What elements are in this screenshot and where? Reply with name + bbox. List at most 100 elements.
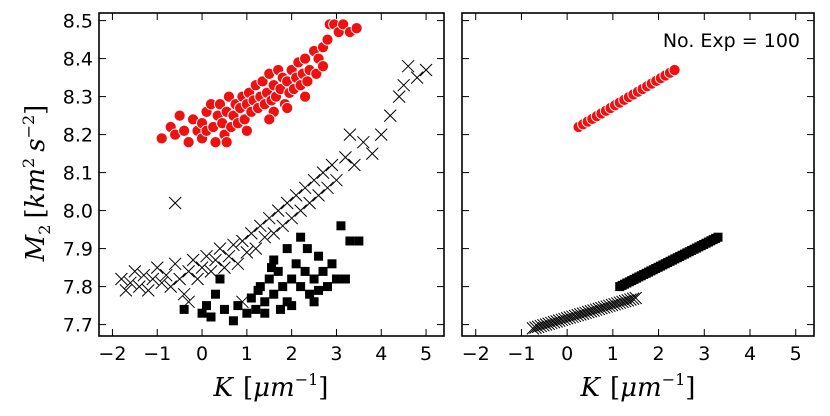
data-point-square (233, 301, 243, 311)
data-point-cross (613, 296, 627, 310)
data-point-cross (186, 253, 200, 267)
x-tick-label: 1 (607, 343, 619, 365)
y-tick-label: 7.9 (63, 239, 93, 261)
data-point-cross (558, 312, 571, 326)
data-point-cross (356, 135, 370, 149)
data-point-cross (231, 257, 245, 271)
data-point-cross (303, 196, 316, 210)
right-plot-frame (461, 12, 815, 337)
data-point-cross (624, 293, 637, 306)
data-point-cross (587, 304, 600, 317)
data-point-cross (298, 181, 312, 195)
y-tick-label: 7.7 (63, 315, 93, 337)
data-point-cross (365, 147, 379, 160)
data-point-cross (244, 227, 258, 240)
data-point-cross (629, 291, 643, 305)
x-tick-label: 3 (330, 343, 342, 365)
data-point-cross (552, 314, 566, 327)
data-point-cross (568, 309, 582, 323)
data-point-circle (316, 60, 330, 73)
data-point-cross (119, 284, 133, 297)
left-panel: 7.7 7.8 7.9 8.0 8.1 8.2 8.3 8.4 8.5 −2 −1 0 1 2 3 4 5 K… (63, 11, 445, 403)
data-point-cross (141, 284, 155, 297)
data-point-square (206, 312, 216, 322)
right-y-ticks (462, 20, 814, 326)
right-x-axis-label: K [μm−1] (580, 370, 696, 403)
data-point-circle (209, 136, 222, 149)
data-point-square (260, 308, 270, 318)
data-point-cross (626, 292, 640, 306)
data-point-circle (310, 67, 323, 80)
data-point-square (302, 244, 312, 254)
x-tick-label: −1 (507, 343, 535, 365)
data-point-cross (146, 272, 160, 286)
data-point-square (210, 289, 220, 299)
data-point-cross (271, 204, 285, 217)
x-tick-label: 2 (286, 343, 298, 365)
data-point-cross (182, 265, 195, 278)
data-point-square (242, 308, 252, 318)
data-point-cross (240, 246, 254, 259)
data-point-square (269, 255, 279, 265)
data-point-cross (589, 303, 603, 317)
data-point-cross (155, 276, 169, 290)
data-point-cross (566, 310, 579, 324)
y-tick-label: 8.0 (63, 201, 93, 223)
x-tick-label: 4 (744, 343, 756, 365)
data-point-square (179, 304, 189, 314)
data-point-cross (348, 158, 361, 172)
data-point-cross (605, 298, 619, 312)
right-x-ticks: −2 −1 0 1 2 3 4 5 (462, 13, 802, 365)
data-point-circle (337, 18, 350, 31)
data-point-square (345, 236, 355, 246)
data-point-cross (325, 158, 339, 172)
data-point-square (264, 274, 274, 284)
y-tick-label: 8.1 (63, 163, 93, 185)
data-point-circle (213, 98, 227, 111)
data-point-cross (191, 272, 204, 286)
data-point-cross (419, 63, 433, 77)
data-point-cross (209, 253, 222, 267)
data-point-cross (539, 318, 553, 331)
data-point-cross (537, 318, 550, 332)
data-point-cross (531, 320, 545, 334)
data-point-cross (115, 272, 128, 286)
data-point-circle (256, 75, 269, 88)
data-point-cross (600, 300, 614, 313)
data-point-circle (220, 136, 233, 149)
data-point-cross (383, 109, 397, 122)
data-point-cross (392, 90, 406, 103)
x-tick-label: 0 (196, 343, 208, 365)
data-point-cross (529, 321, 542, 334)
data-point-square (253, 285, 263, 295)
data-point-cross (597, 301, 611, 314)
data-point-circle (238, 113, 251, 126)
data-point-square (246, 293, 256, 303)
data-point-cross (258, 230, 272, 244)
data-point-square (228, 316, 238, 326)
data-point-cross (534, 319, 548, 333)
data-point-cross (276, 219, 290, 233)
left-data-marks (115, 18, 433, 326)
data-point-circle (350, 22, 363, 35)
data-point-cross (177, 287, 191, 301)
data-point-square (305, 289, 315, 299)
data-point-cross (249, 242, 263, 255)
data-point-square (287, 274, 297, 284)
data-point-circle (155, 132, 168, 145)
data-point-cross (579, 306, 592, 320)
data-point-cross (397, 78, 411, 92)
data-point-circle (321, 33, 334, 46)
data-point-cross (616, 295, 629, 309)
data-point-cross (236, 234, 249, 248)
data-point-cross (584, 304, 598, 318)
data-point-cross (168, 257, 182, 271)
data-point-cross (618, 294, 632, 308)
data-point-square (340, 274, 350, 284)
y-axis-label: M2[km2s−2] (19, 105, 54, 263)
data-point-cross (218, 261, 231, 274)
data-point-square (314, 285, 324, 295)
data-point-cross (621, 293, 635, 307)
data-point-square (269, 289, 279, 299)
